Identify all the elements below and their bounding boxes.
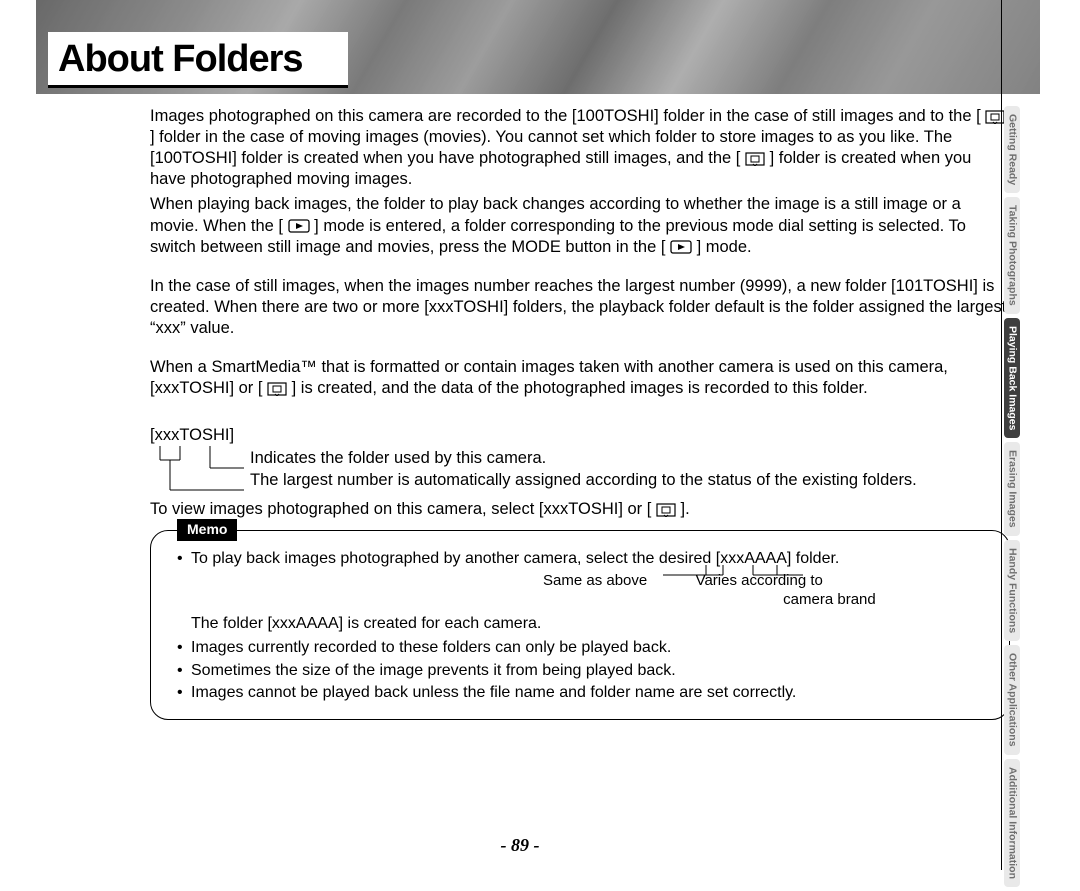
memo-item-2: Images currently recorded to these folde… — [173, 638, 991, 658]
memo-tag: Memo — [177, 519, 237, 541]
camera-icon — [267, 381, 287, 395]
paragraph-3: In the case of still images, when the im… — [150, 276, 1010, 339]
memo-box: Memo To play back images photographed by… — [150, 530, 1010, 721]
side-tabs: Getting Ready Taking Photographs Playing… — [1004, 106, 1034, 891]
paragraph-2: When playing back images, the folder to … — [150, 194, 1010, 257]
tab-playing-back-images[interactable]: Playing Back Images — [1004, 318, 1020, 438]
body-content: Images photographed on this camera are r… — [150, 106, 1010, 720]
camera-icon — [985, 109, 1005, 123]
tab-getting-ready[interactable]: Getting Ready — [1004, 106, 1020, 193]
folder-explain: [xxxTOSHI] Indicates the folder used by … — [150, 425, 1010, 490]
folder-line2: The largest number is automatically assi… — [250, 470, 1010, 491]
tab-handy-functions[interactable]: Handy Functions — [1004, 540, 1020, 641]
tab-taking-photographs[interactable]: Taking Photographs — [1004, 197, 1020, 314]
play-icon — [670, 239, 692, 253]
camera-icon — [656, 502, 676, 516]
tab-additional-info[interactable]: Additional Information — [1004, 759, 1020, 887]
play-icon — [288, 218, 310, 232]
paragraph-5: To view images photographed on this came… — [150, 499, 1010, 520]
memo-item-3: Sometimes the size of the image prevents… — [173, 661, 991, 681]
camera-icon — [745, 151, 765, 165]
page: About Folders Images photographed on thi… — [0, 0, 1040, 870]
memo-bracket — [523, 565, 963, 605]
memo-subline: The folder [xxxAAAA] is created for each… — [191, 614, 991, 634]
page-title-box: About Folders — [48, 32, 348, 88]
folder-line1: Indicates the folder used by this camera… — [250, 448, 1010, 469]
paragraph-1: Images photographed on this camera are r… — [150, 106, 1010, 190]
tab-erasing-images[interactable]: Erasing Images — [1004, 442, 1020, 536]
tab-other-applications[interactable]: Other Applications — [1004, 645, 1020, 755]
folder-label: [xxxTOSHI] — [150, 425, 1010, 446]
memo-sub: Same as above Varies according to camera… — [543, 571, 991, 609]
page-number: - 89 - — [0, 835, 1040, 856]
paragraph-4: When a SmartMedia™ that is formatted or … — [150, 357, 1010, 399]
page-title: About Folders — [58, 38, 332, 81]
memo-item-4: Images cannot be played back unless the … — [173, 683, 991, 703]
